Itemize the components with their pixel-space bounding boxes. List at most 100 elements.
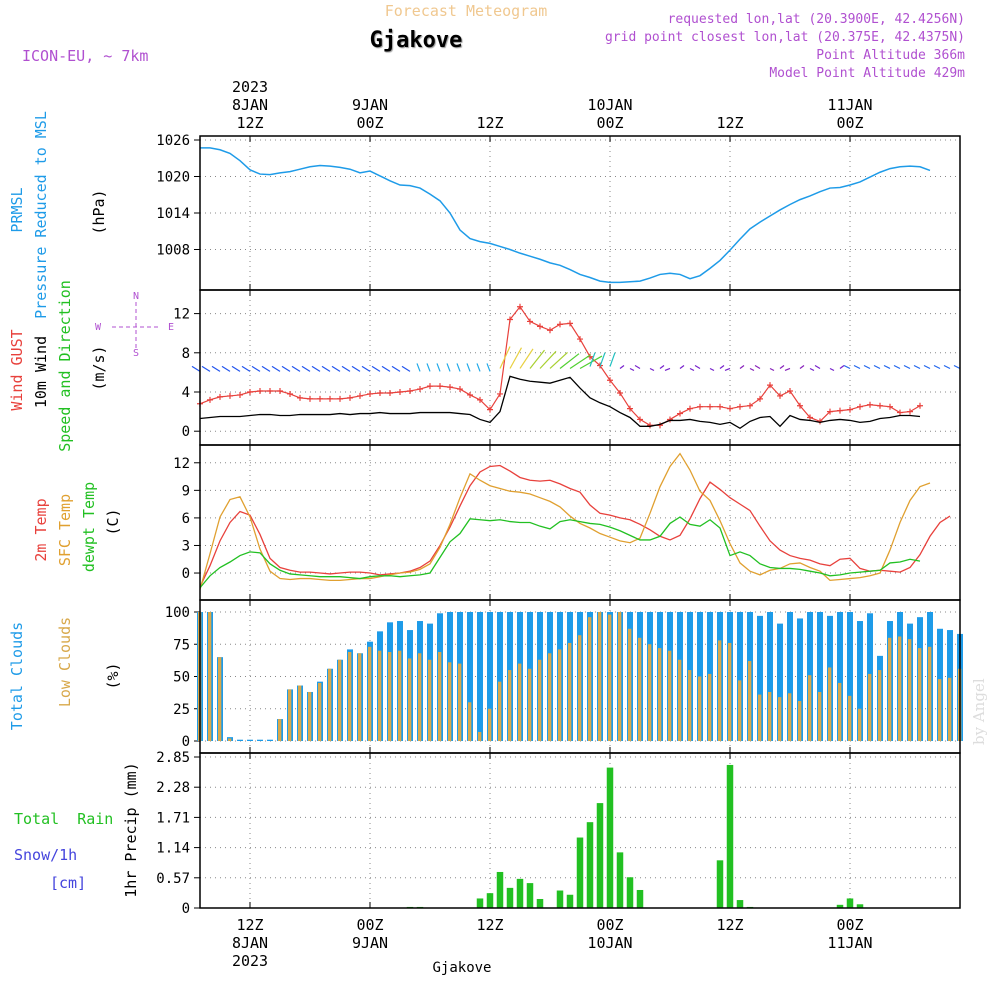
- y-tick-label: 0: [182, 424, 190, 440]
- wind-direction-arrow: [629, 367, 635, 372]
- low-cloud-bar: [278, 719, 282, 741]
- low-cloud-bar: [408, 658, 412, 741]
- gust-marker: [277, 388, 283, 395]
- gust-marker: [487, 406, 493, 413]
- gust-marker: [637, 416, 643, 423]
- rain-bar: [846, 898, 854, 908]
- rain-bar: [736, 900, 744, 908]
- pressure-label-msl: Pressure Reduced to MSL: [32, 111, 50, 319]
- low-cloud-bar: [448, 662, 452, 741]
- wind-direction-arrow: [466, 363, 471, 372]
- wind-direction-arrow: [476, 363, 481, 372]
- clouds-panel: 0 25 50 75 100: [165, 599, 963, 754]
- gust-marker: [437, 383, 443, 390]
- wind-label-gust: Wind GUST: [8, 329, 26, 410]
- wind-direction-arrow: [893, 364, 901, 370]
- gust-marker: [727, 405, 733, 412]
- wind-direction-arrow: [569, 354, 591, 369]
- wind-direction-arrow: [321, 365, 331, 372]
- wind-direction-arrow: [221, 365, 231, 372]
- rain-bar: [836, 904, 844, 908]
- gust-marker: [367, 390, 373, 397]
- wind-direction-arrow: [401, 365, 411, 372]
- pressure-line: [200, 147, 931, 284]
- y-tick-label: 1020: [156, 170, 190, 186]
- wind-direction-arrow: [694, 364, 701, 369]
- y-tick-label: 6: [182, 511, 190, 527]
- rain-bar: [606, 767, 614, 908]
- low-cloud-bar: [308, 691, 312, 741]
- wind-direction-arrow: [539, 350, 557, 369]
- low-cloud-bar: [928, 646, 932, 741]
- wind-direction-arrow: [933, 364, 941, 370]
- bottom-time-label: 10JAN: [587, 934, 632, 952]
- low-cloud-bar: [208, 612, 212, 741]
- y-tick-label: 2.28: [156, 780, 190, 796]
- rain-bar: [636, 889, 644, 908]
- y-tick-label: 1014: [156, 206, 190, 222]
- gust-marker: [327, 395, 333, 402]
- wind-direction-arrow: [456, 363, 461, 372]
- y-tick-label: 0: [182, 566, 190, 582]
- low-cloud-bar: [378, 650, 382, 741]
- total-cloud-bar: [237, 739, 243, 741]
- dewpt-temp-line: [199, 516, 921, 589]
- low-cloud-bar: [668, 650, 672, 741]
- wind-direction-arrow: [291, 365, 301, 372]
- wind-direction-arrow: [211, 365, 221, 372]
- wind-direction-arrow: [799, 365, 805, 369]
- wind-direction-arrow: [391, 365, 401, 372]
- wind-direction-arrow: [381, 365, 391, 372]
- total-cloud-bar: [757, 615, 763, 741]
- wind-direction-arrow: [664, 367, 671, 372]
- wind-direction-arrow: [201, 365, 211, 372]
- gust-marker: [797, 402, 803, 409]
- wind-direction-arrow: [341, 365, 351, 372]
- point-altitude: Point Altitude 366m: [816, 48, 965, 63]
- gust-marker: [227, 392, 233, 399]
- gust-marker: [897, 409, 903, 416]
- y-tick-label: 1026: [156, 133, 190, 149]
- pressure-panel: 1008 1014 1020 1026: [156, 133, 961, 291]
- gust-marker: [857, 403, 863, 410]
- low-cloud-bar: [328, 668, 332, 741]
- gust-marker: [777, 392, 783, 399]
- low-cloud-bar: [738, 680, 742, 741]
- gust-marker: [217, 393, 223, 400]
- panel-frame: [199, 752, 961, 909]
- grid-point-coords: grid point closest lon,lat (20.375E, 42.…: [605, 30, 965, 45]
- model-label: ICON-EU, ~ 7km: [22, 47, 148, 65]
- wind-direction-arrow: [371, 365, 381, 372]
- wind-direction-arrow: [913, 364, 921, 370]
- y-tick-label: 9: [182, 483, 190, 499]
- gust-marker: [757, 395, 763, 402]
- gust-marker: [557, 321, 563, 328]
- gust-marker: [827, 408, 833, 415]
- low-cloud-bar: [478, 731, 482, 741]
- gust-marker: [547, 327, 553, 334]
- top-time-label: 12Z: [476, 114, 503, 132]
- wind-direction-arrow: [509, 347, 523, 369]
- wind-direction-arrow: [689, 367, 695, 372]
- low-cloud-bar: [538, 659, 542, 741]
- y-tick-label: 8: [182, 346, 190, 362]
- wind-direction-arrow: [953, 364, 961, 370]
- low-cloud-bar: [348, 651, 352, 741]
- gust-marker: [347, 394, 353, 401]
- bottom-time-label: 12Z: [476, 916, 503, 934]
- wind-direction-arrow: [779, 365, 785, 369]
- wind-direction-arrow: [943, 364, 951, 370]
- wind-direction-arrow: [719, 365, 725, 369]
- total-cloud-bar: [487, 612, 493, 741]
- wind-direction-arrow: [311, 365, 321, 372]
- gust-marker: [787, 388, 793, 395]
- gust-marker: [407, 388, 413, 395]
- total-cloud-bar: [777, 623, 783, 741]
- precip-label-cm: [cm]: [50, 874, 86, 892]
- compass-n: N: [133, 291, 139, 302]
- wind-direction-arrow: [486, 363, 491, 372]
- wind-direction-arrow: [426, 363, 431, 372]
- gust-marker: [317, 395, 323, 402]
